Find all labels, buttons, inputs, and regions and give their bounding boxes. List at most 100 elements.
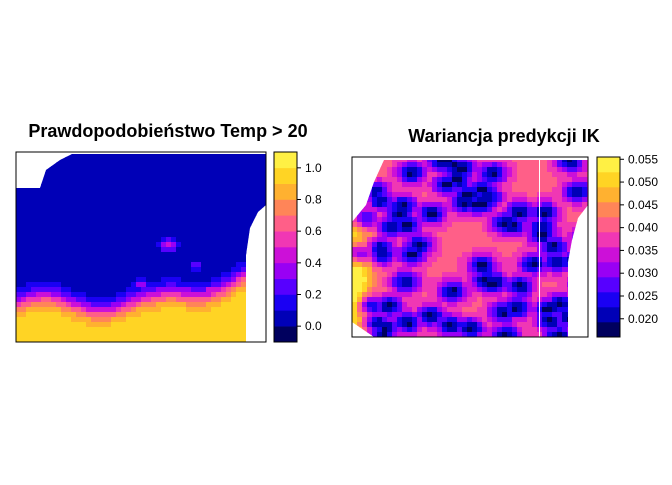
heatmap-cell bbox=[492, 267, 498, 273]
heatmap-cell bbox=[462, 187, 468, 193]
heatmap-cell bbox=[26, 192, 32, 198]
heatmap-cell bbox=[462, 332, 468, 337]
heatmap-cell bbox=[241, 257, 247, 263]
heatmap-cell bbox=[141, 242, 147, 248]
heatmap-cell bbox=[136, 317, 142, 323]
heatmap-cell bbox=[512, 322, 518, 328]
heatmap-cell bbox=[151, 327, 157, 333]
heatmap-cell bbox=[462, 262, 468, 268]
heatmap-cell bbox=[522, 182, 528, 188]
heatmap-cell bbox=[487, 182, 493, 188]
heatmap-cell bbox=[547, 187, 553, 193]
heatmap-cell bbox=[196, 187, 202, 193]
heatmap-cell bbox=[71, 322, 77, 328]
heatmap-cell bbox=[171, 282, 177, 288]
heatmap-cell bbox=[21, 217, 27, 223]
heatmap-cell bbox=[171, 217, 177, 223]
heatmap-cell bbox=[211, 272, 217, 278]
heatmap-cell bbox=[512, 167, 518, 173]
heatmap-cell bbox=[397, 242, 403, 248]
heatmap-cell bbox=[562, 242, 568, 248]
heatmap-cell bbox=[151, 297, 157, 303]
heatmap-cell bbox=[51, 312, 57, 318]
heatmap-cell bbox=[417, 237, 423, 243]
heatmap-cell bbox=[557, 252, 563, 258]
heatmap-cell bbox=[176, 292, 182, 298]
heatmap-cell bbox=[226, 222, 232, 228]
heatmap-cell bbox=[176, 222, 182, 228]
heatmap-cell bbox=[251, 167, 257, 173]
heatmap-cell bbox=[362, 160, 368, 163]
heatmap-cell bbox=[146, 207, 152, 213]
heatmap-cell bbox=[121, 162, 127, 168]
heatmap-cell bbox=[447, 312, 453, 318]
heatmap-cell bbox=[387, 202, 393, 208]
heatmap-cell bbox=[106, 257, 112, 263]
heatmap-cell bbox=[121, 307, 127, 313]
heatmap-cell bbox=[367, 232, 373, 238]
heatmap-cell bbox=[186, 252, 192, 258]
heatmap-cell bbox=[96, 172, 102, 178]
heatmap-cell bbox=[402, 282, 408, 288]
heatmap-cell bbox=[101, 207, 107, 213]
heatmap-cell bbox=[156, 307, 162, 313]
heatmap-cell bbox=[467, 247, 473, 253]
heatmap-cell bbox=[261, 197, 266, 203]
heatmap-cell bbox=[201, 217, 207, 223]
heatmap-cell bbox=[492, 187, 498, 193]
heatmap-cell bbox=[56, 247, 62, 253]
heatmap-cell bbox=[442, 257, 448, 263]
heatmap-cell bbox=[206, 282, 212, 288]
heatmap-cell bbox=[362, 242, 368, 248]
heatmap-cell bbox=[397, 332, 403, 337]
heatmap-cell bbox=[472, 332, 478, 337]
heatmap-cell bbox=[512, 277, 518, 283]
heatmap-cell bbox=[136, 272, 142, 278]
heatmap-cell bbox=[352, 247, 358, 253]
heatmap-cell bbox=[402, 187, 408, 193]
heatmap-cell bbox=[452, 162, 458, 168]
heatmap-cell bbox=[61, 217, 67, 223]
heatmap-cell bbox=[166, 292, 172, 298]
heatmap-cell bbox=[186, 207, 192, 213]
heatmap-cell bbox=[171, 182, 177, 188]
heatmap-cell bbox=[86, 302, 92, 308]
heatmap-cell bbox=[397, 247, 403, 253]
heatmap-cell bbox=[497, 257, 503, 263]
heatmap-cell bbox=[241, 172, 247, 178]
heatmap-cell bbox=[236, 177, 242, 183]
heatmap-cell bbox=[392, 297, 398, 303]
heatmap-cell bbox=[422, 237, 428, 243]
heatmap-cell bbox=[251, 157, 257, 163]
heatmap-cell bbox=[557, 187, 563, 193]
heatmap-cell bbox=[577, 167, 583, 173]
heatmap-cell bbox=[46, 252, 52, 258]
heatmap-cell bbox=[101, 157, 107, 163]
heatmap-cell bbox=[71, 172, 77, 178]
heatmap-cell bbox=[447, 292, 453, 298]
heatmap-cell bbox=[226, 187, 232, 193]
heatmap-cell bbox=[532, 237, 538, 243]
heatmap-cell bbox=[412, 322, 418, 328]
heatmap-cell bbox=[392, 292, 398, 298]
heatmap-cell bbox=[16, 277, 22, 283]
heatmap-cell bbox=[352, 222, 358, 228]
heatmap-cell bbox=[457, 237, 463, 243]
heatmap-cell bbox=[66, 287, 72, 293]
heatmap-cell bbox=[181, 322, 187, 328]
heatmap-cell bbox=[367, 187, 373, 193]
heatmap-cell bbox=[497, 247, 503, 253]
heatmap-cell bbox=[412, 262, 418, 268]
heatmap-cell bbox=[51, 232, 57, 238]
heatmap-cell bbox=[412, 182, 418, 188]
heatmap-cell bbox=[181, 207, 187, 213]
heatmap-cell bbox=[502, 172, 508, 178]
heatmap-cell bbox=[547, 307, 553, 313]
heatmap-cell bbox=[146, 167, 152, 173]
heatmap-cell bbox=[221, 157, 227, 163]
heatmap-cell bbox=[91, 162, 97, 168]
heatmap-cell bbox=[81, 312, 87, 318]
heatmap-cell bbox=[467, 292, 473, 298]
heatmap-cell bbox=[171, 157, 177, 163]
heatmap-cell bbox=[437, 327, 443, 333]
